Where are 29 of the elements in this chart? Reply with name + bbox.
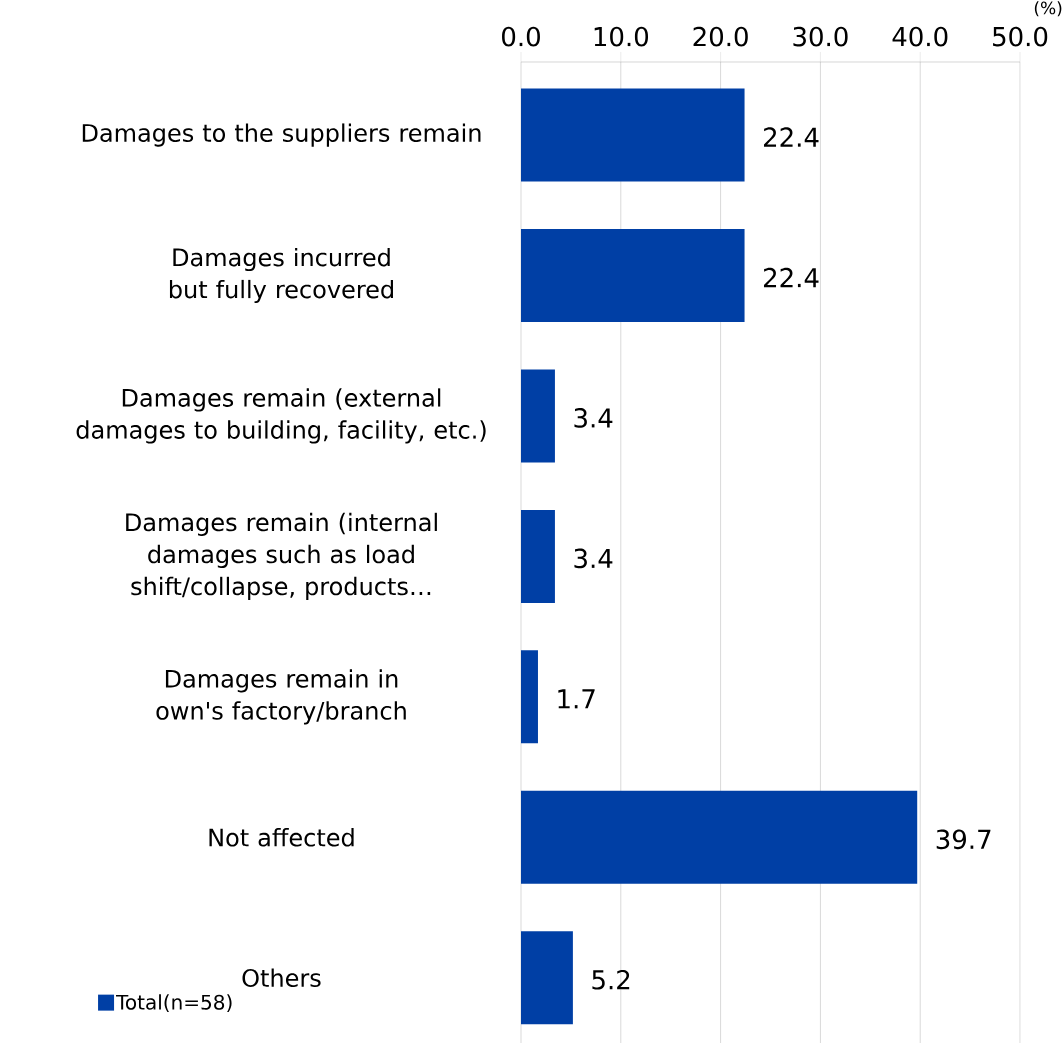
bar xyxy=(521,650,538,744)
bar xyxy=(521,369,555,463)
data-label: 3.4 xyxy=(574,408,613,428)
x-tick-label: 10.0 xyxy=(594,26,649,47)
bar xyxy=(521,790,918,884)
y-tick-label: Others xyxy=(242,968,321,988)
y-tick-label: Damages remain in own's factory/branch xyxy=(156,669,406,725)
y-tick-label: Not affected xyxy=(209,828,354,847)
bar xyxy=(521,931,573,1025)
x-axis-title: (%) xyxy=(1034,1,1062,17)
x-tick-label: 20.0 xyxy=(693,26,748,47)
y-tick-label: Damages remain (external damages to building, facility, etc.) xyxy=(76,388,486,444)
y-tick-label: Damages remain (internal damages such as load shift/collapse, products… xyxy=(126,512,437,601)
x-tick-label: 50.0 xyxy=(993,26,1048,47)
y-tick-label: Damages to the suppliers remain xyxy=(82,123,481,147)
y-tick-label: Damages incurred but fully recovered xyxy=(169,247,393,304)
data-label: 1.7 xyxy=(558,689,595,709)
x-tick-label: 40.0 xyxy=(892,26,948,47)
x-tick-label: 0.0 xyxy=(502,26,540,47)
data-label: 22.4 xyxy=(763,127,819,147)
bar xyxy=(521,88,745,182)
data-label: 22.4 xyxy=(763,267,819,288)
bar xyxy=(521,228,745,322)
x-tick-label: 30.0 xyxy=(793,26,848,47)
data-label: 3.4 xyxy=(574,548,613,569)
bar xyxy=(521,509,555,603)
data-label: 39.7 xyxy=(936,829,991,850)
legend-label: Total(n=58) xyxy=(115,994,232,1013)
data-label: 5.2 xyxy=(592,969,630,990)
